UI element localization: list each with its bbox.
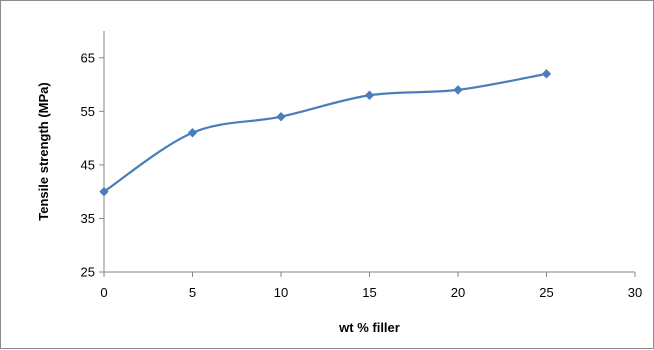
- y-tick-label: 65: [81, 50, 95, 65]
- x-tick-label: 30: [628, 285, 642, 300]
- y-tick-label: 45: [81, 157, 95, 172]
- x-axis-title: wt % filler: [338, 320, 400, 335]
- y-tick-label: 25: [81, 265, 95, 280]
- x-tick-label: 15: [362, 285, 376, 300]
- series-group: [99, 69, 552, 197]
- tick-labels: 25 35 45 55 65 0 5 10 15 20 25 30: [81, 50, 643, 300]
- data-point-marker: [187, 128, 198, 138]
- data-point-marker: [276, 111, 286, 122]
- data-point-marker: [541, 69, 552, 79]
- data-point-marker: [364, 90, 375, 100]
- data-point-marker: [99, 186, 109, 197]
- x-tick-label: 5: [189, 285, 196, 300]
- x-tick-label: 25: [539, 285, 553, 300]
- y-tick-label: 55: [81, 104, 95, 119]
- series-line: [103, 72, 547, 193]
- x-tick-label: 20: [451, 285, 465, 300]
- x-tick-label: 10: [274, 285, 288, 300]
- y-tick-label: 35: [81, 211, 95, 226]
- x-tick-label: 0: [100, 285, 107, 300]
- axes: [99, 31, 636, 277]
- data-point-marker: [453, 85, 463, 95]
- y-axis-title: Tensile strength (MPa): [36, 82, 51, 220]
